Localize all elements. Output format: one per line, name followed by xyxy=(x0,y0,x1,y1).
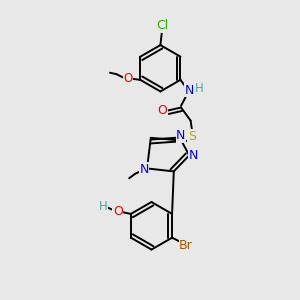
Text: H: H xyxy=(99,200,107,213)
Text: O: O xyxy=(157,104,167,117)
Text: O: O xyxy=(113,205,123,218)
Text: Br: Br xyxy=(179,239,193,252)
Text: Cl: Cl xyxy=(156,19,168,32)
Text: H: H xyxy=(194,82,203,95)
Text: N: N xyxy=(140,163,149,176)
Text: S: S xyxy=(188,130,196,142)
Text: N: N xyxy=(176,129,186,142)
Text: N: N xyxy=(185,84,194,97)
Text: N: N xyxy=(189,149,198,162)
Text: O: O xyxy=(123,72,133,85)
